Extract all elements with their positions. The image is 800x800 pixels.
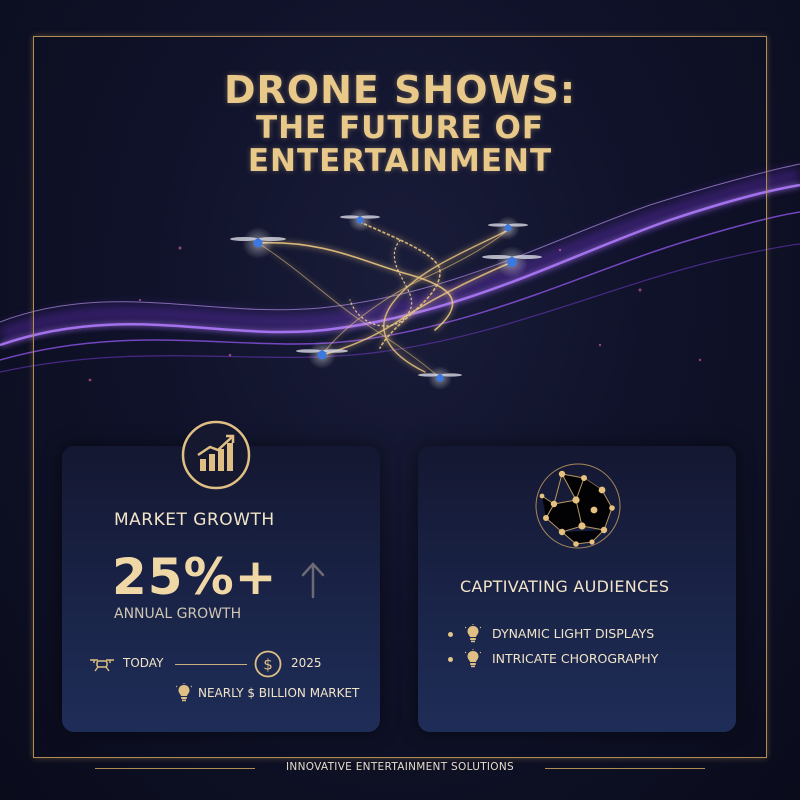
lightbulb-icon — [176, 683, 192, 702]
drone — [230, 227, 286, 259]
annual-growth-label: ANNUAL GROWTH — [114, 606, 242, 622]
title-line-2: THE FUTURE OF — [255, 110, 545, 146]
purple-light-wave — [0, 163, 800, 373]
up-arrow-icon — [301, 562, 325, 599]
drone — [296, 341, 348, 369]
timeline-start-label: TODAY — [123, 656, 164, 670]
bullet-dot — [448, 632, 453, 637]
market-size-text: NEARLY $ BILLION MARKET — [198, 686, 360, 700]
lightbulb-icon — [465, 649, 481, 668]
drone-icon — [90, 659, 114, 672]
growth-chart-icon — [181, 420, 251, 490]
drone — [418, 366, 462, 390]
captivating-audiences-heading: CAPTIVATING AUDIENCES — [460, 577, 670, 596]
drone — [482, 246, 542, 278]
bullet-text: DYNAMIC LIGHT DISPLAYS — [492, 626, 655, 641]
bullet-text: INTRICATE CHOROGRAPHY — [492, 651, 659, 666]
drone-light-trails — [257, 221, 513, 379]
footer-divider-left — [95, 768, 255, 769]
timeline-end-label: 2025 — [291, 656, 322, 670]
market-growth-card — [62, 446, 380, 732]
growth-percentage: 25%+ — [112, 548, 278, 606]
timeline-line — [175, 664, 247, 665]
gold-frame — [33, 36, 767, 758]
title-line-1: DRONE SHOWS: — [223, 68, 577, 112]
drone — [488, 216, 528, 240]
bullet-dot — [448, 657, 453, 662]
market-growth-heading: MARKET GROWTH — [114, 510, 275, 530]
svg-text:$: $ — [263, 656, 273, 674]
title-line-3: ENTERTAINMENT — [247, 143, 553, 179]
network-globe-icon — [535, 463, 621, 549]
drone — [340, 208, 380, 232]
footer-tagline: INNOVATIVE ENTERTAINMENT SOLUTIONS — [286, 761, 514, 773]
dollar-icon: $ — [254, 650, 282, 678]
footer-divider-right — [545, 768, 705, 769]
lightbulb-icon — [465, 624, 481, 643]
sparkles — [88, 246, 702, 382]
